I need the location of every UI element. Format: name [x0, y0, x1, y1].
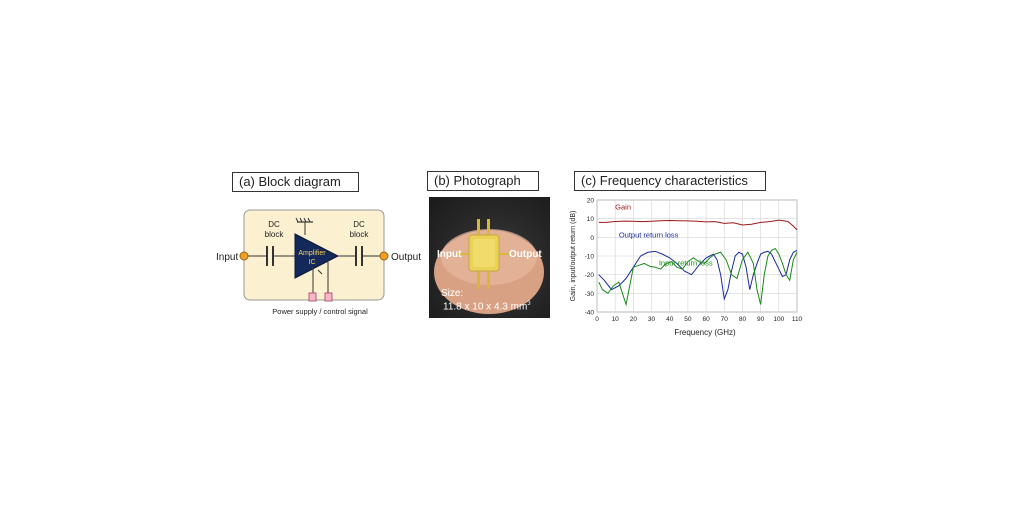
panel-c-title: (c) Frequency characteristics — [574, 171, 766, 191]
x-tick-label: 30 — [648, 316, 656, 323]
photo-size-label: Size: — [441, 288, 464, 299]
y-tick-label: -10 — [585, 254, 595, 261]
block-diagram: Input Output DC block DC block Amplifier… — [216, 209, 421, 316]
dc-block-left-label-2: block — [265, 230, 285, 239]
dc-block-left-label-1: DC — [268, 220, 280, 229]
input-port — [239, 251, 249, 261]
dc-block-right-label-1: DC — [353, 220, 365, 229]
y-tick-label: 20 — [587, 198, 595, 205]
x-tick-label: 40 — [666, 316, 674, 323]
amplifier-label-1: Amplifier — [298, 250, 326, 257]
x-axis-label: Frequency (GHz) — [674, 328, 736, 337]
x-tick-label: 80 — [739, 316, 747, 323]
x-tick-label: 0 — [595, 316, 599, 323]
x-tick-label: 100 — [773, 316, 784, 323]
x-tick-label: 20 — [630, 316, 638, 323]
y-axis-label: Gain, input/output return (dB) — [570, 211, 577, 302]
input-return-loss-line — [598, 247, 798, 307]
output-label: Output — [391, 252, 421, 263]
power-supply-label: Power supply / control signal — [272, 307, 368, 316]
amplifier-ic — [294, 233, 340, 279]
photo-size-value: 11.8 x 10 x 4.3 mm3 — [443, 301, 531, 313]
x-tick-label: 70 — [721, 316, 729, 323]
y-tick-label: 10 — [587, 216, 595, 223]
gain-line — [598, 219, 798, 231]
y-tick-label: -20 — [585, 272, 595, 279]
output-return-loss-line — [598, 249, 798, 301]
y-tick-label: 0 — [590, 235, 594, 242]
panel-a-title: (a) Block diagram — [232, 172, 359, 192]
x-tick-label: 50 — [684, 316, 692, 323]
dc-block-right-label-2: block — [350, 230, 370, 239]
output-return-loss-annotation: Output return loss — [619, 230, 679, 239]
x-tick-label: 90 — [757, 316, 765, 323]
x-tick-label: 60 — [702, 316, 710, 323]
y-tick-label: -30 — [585, 291, 595, 298]
input-return-loss-annotation: Input return loss — [659, 258, 713, 267]
frequency-chart: 0 10 20 30 40 50 60 70 80 90 100 11020100-10-20-30-… — [570, 198, 803, 338]
photo-input-label: Input — [437, 249, 462, 260]
amplifier-label-2: IC — [309, 259, 316, 266]
gain-annotation: Gain — [615, 202, 631, 211]
power-pin-right — [324, 292, 333, 302]
y-tick-label: -40 — [585, 310, 595, 317]
panel-b-title: (b) Photograph — [427, 171, 539, 191]
output-port — [379, 251, 389, 261]
power-pin-left — [308, 292, 317, 302]
input-label: Input — [216, 252, 238, 263]
photo-output-label: Output — [509, 249, 542, 260]
x-tick-label: 110 — [792, 316, 803, 323]
module-photograph: Input Output Size: 11.8 x 10 x 4.3 mm3 — [429, 197, 550, 318]
x-tick-label: 10 — [612, 316, 620, 323]
